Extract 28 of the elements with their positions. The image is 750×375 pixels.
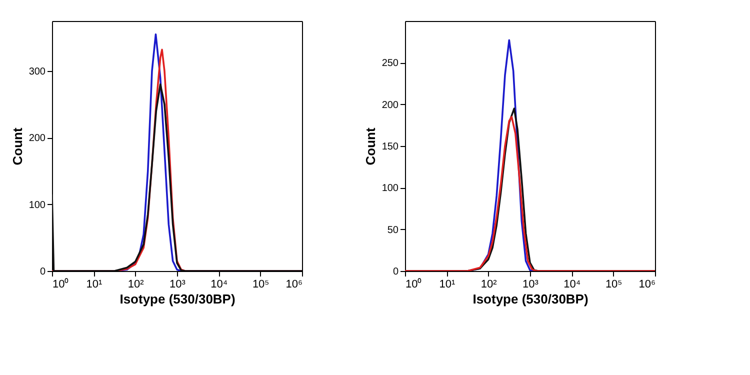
- x-tick-label: 10⁰: [406, 278, 422, 290]
- x-axis-title: Isotype (530/30BP): [120, 292, 236, 306]
- x-tick-label: 10³: [522, 278, 539, 290]
- x-tick-label: 10¹: [86, 278, 102, 290]
- x-tick-label: 10²: [480, 278, 498, 290]
- x-tick-label: 10¹: [439, 278, 456, 290]
- x-tick-label: 10⁶: [638, 278, 656, 290]
- x-tick-label: 10⁴: [210, 278, 228, 290]
- x-tick-label: 10⁶: [286, 278, 302, 290]
- x-tick-label: 10⁴: [564, 278, 581, 290]
- y-axis-title: Count: [362, 127, 378, 166]
- x-tick-label: 10⁵: [252, 278, 270, 290]
- y-tick-label: 0: [40, 266, 46, 278]
- x-axis-title: Isotype (530/30BP): [472, 292, 588, 306]
- y-tick-label: 100: [28, 200, 46, 211]
- y-axis-title: Count: [10, 127, 25, 166]
- y-tick-label: 100: [382, 183, 399, 194]
- y-tick-label: 50: [387, 224, 399, 236]
- y-tick-label: 200: [382, 100, 399, 111]
- x-tick-label: 10⁵: [605, 278, 622, 290]
- y-tick-label: 0: [392, 266, 399, 278]
- x-tick-label: 10²: [128, 278, 144, 290]
- y-tick-label: 250: [382, 58, 399, 70]
- x-tick-label: 10⁰: [52, 278, 69, 290]
- y-tick-label: 300: [28, 66, 46, 78]
- x-tick-label: 10³: [170, 278, 186, 290]
- y-tick-label: 200: [28, 133, 46, 144]
- y-tick-label: 150: [382, 142, 399, 152]
